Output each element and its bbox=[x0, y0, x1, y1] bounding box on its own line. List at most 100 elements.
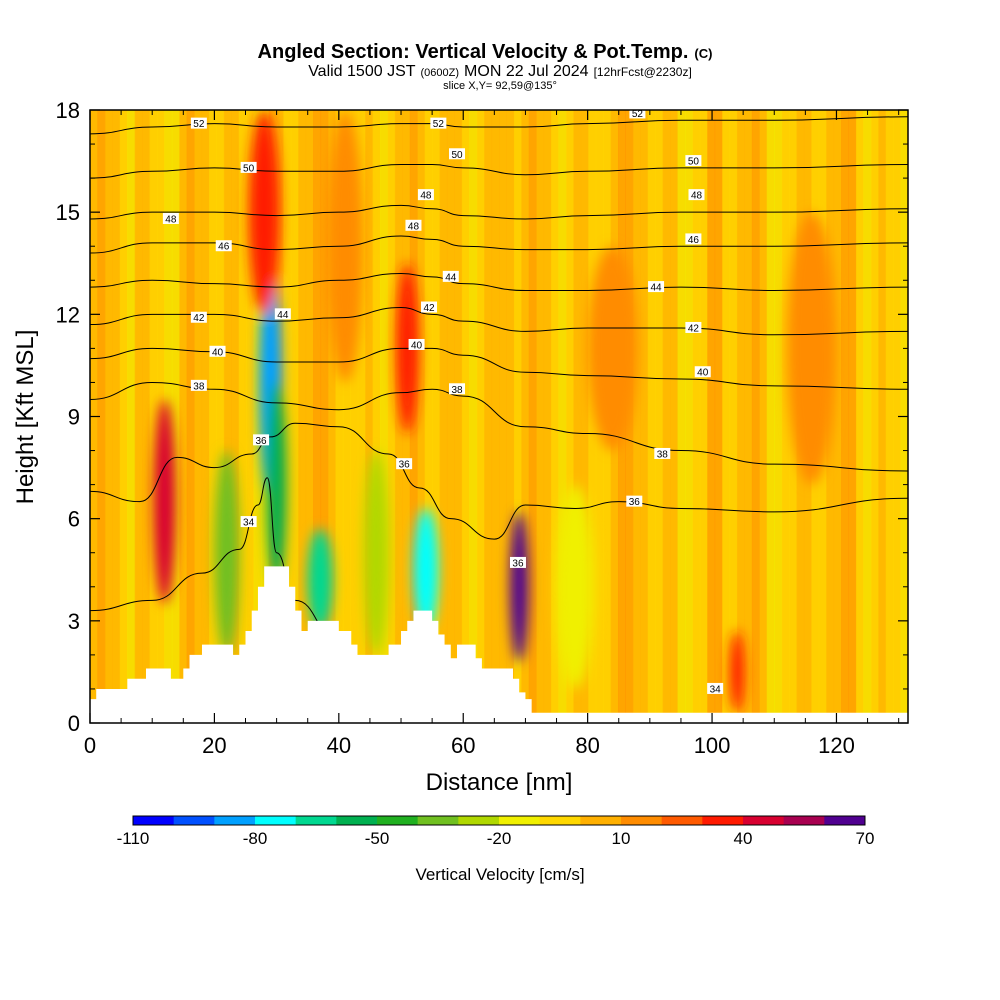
colorbar-segment bbox=[824, 816, 866, 825]
contour-labels: 34 36 38 40 42 44 46 48 50 52 34 36 36 36 38 38 40 40 42 42… bbox=[162, 109, 724, 695]
contour-label-text: 48 bbox=[420, 191, 432, 202]
contour-label-box bbox=[442, 270, 459, 282]
x-tick-label: 60 bbox=[451, 733, 475, 758]
velocity-stripe bbox=[305, 110, 314, 723]
y-tick-label: 15 bbox=[56, 200, 80, 225]
velocity-stripe bbox=[513, 110, 522, 723]
velocity-stripe bbox=[588, 110, 597, 723]
forecast-info: [12hrFcst@2230z] bbox=[594, 65, 692, 79]
colorbar-segment bbox=[417, 816, 459, 825]
velocity-stripe bbox=[335, 110, 344, 723]
velocity-stripe bbox=[417, 110, 426, 723]
velocity-stripe bbox=[290, 110, 299, 723]
contour-label-box bbox=[396, 458, 413, 470]
x-tick-label: 0 bbox=[84, 733, 96, 758]
velocity-stripe bbox=[380, 110, 389, 723]
contour-label-box bbox=[162, 212, 179, 224]
colorbar-tick-label: 40 bbox=[734, 829, 753, 848]
velocity-stripe bbox=[253, 110, 262, 723]
velocity-stripe bbox=[662, 110, 671, 723]
velocity-stripe bbox=[142, 110, 151, 723]
contour-label-50: 50 bbox=[240, 161, 257, 174]
contour-label-text: 52 bbox=[433, 119, 445, 130]
colorbar-tick-label: -50 bbox=[365, 829, 390, 848]
contour-label-box bbox=[449, 148, 466, 160]
velocity-stripe bbox=[223, 110, 232, 723]
contour-label-text: 34 bbox=[243, 518, 255, 529]
velocity-stripe bbox=[736, 110, 745, 723]
velocity-stripe bbox=[855, 110, 864, 723]
chart-subtitle: Valid 1500 JST (0600Z) MON 22 Jul 2024 [12h… bbox=[308, 63, 692, 80]
contour-label-text: 52 bbox=[632, 109, 644, 120]
y-tick-label: 0 bbox=[68, 711, 80, 736]
velocity-stripe bbox=[751, 110, 760, 723]
velocity-stripe bbox=[104, 110, 113, 723]
contour-label-box bbox=[405, 219, 422, 231]
velocity-stripe bbox=[536, 110, 545, 723]
colorbar-tick-label: 10 bbox=[612, 829, 631, 848]
colorbar-tick-label: -80 bbox=[243, 829, 268, 848]
contour-label-38: 38 bbox=[449, 383, 466, 396]
contour-label-text: 36 bbox=[629, 497, 641, 508]
contour-label-box bbox=[215, 240, 232, 252]
colorbar-segment bbox=[743, 816, 785, 825]
contour-label-40: 40 bbox=[694, 366, 711, 379]
colorbar-label: Vertical Velocity [cm/s] bbox=[415, 865, 584, 884]
contour-label-text: 44 bbox=[445, 272, 457, 283]
colorbar-segment bbox=[336, 816, 378, 825]
colorbar-tick-label: 70 bbox=[856, 829, 875, 848]
velocity-stripe bbox=[558, 110, 567, 723]
velocity-stripe bbox=[313, 110, 322, 723]
velocity-feature bbox=[248, 110, 280, 315]
contour-label-box bbox=[648, 281, 665, 293]
velocity-stripe bbox=[424, 110, 433, 723]
contour-label-box bbox=[190, 311, 207, 323]
velocity-stripe bbox=[469, 110, 478, 723]
contour-label-48: 48 bbox=[162, 212, 179, 225]
velocity-feature bbox=[214, 450, 240, 655]
terrain-mask bbox=[90, 566, 908, 723]
velocity-stripe bbox=[729, 110, 738, 723]
colorbar-segment bbox=[661, 816, 703, 825]
contour-label-50: 50 bbox=[685, 155, 702, 168]
contour-label-text: 40 bbox=[212, 347, 224, 358]
contour-label-text: 38 bbox=[657, 449, 669, 460]
velocity-stripe bbox=[499, 110, 508, 723]
velocity-feature bbox=[786, 212, 837, 485]
theta-contour-42 bbox=[90, 307, 908, 336]
contour-label-36: 36 bbox=[626, 495, 643, 508]
velocity-stripe bbox=[670, 110, 679, 723]
contour-label-box bbox=[626, 495, 643, 507]
y-tick-label: 12 bbox=[56, 302, 80, 327]
contour-label-box bbox=[190, 117, 207, 129]
colorbar-segment bbox=[702, 816, 744, 825]
contour-label-52: 52 bbox=[190, 117, 207, 130]
velocity-stripe bbox=[632, 110, 641, 723]
velocity-stripe bbox=[528, 110, 537, 723]
contour-label-text: 50 bbox=[688, 157, 700, 168]
colorbar-segment bbox=[377, 816, 419, 825]
velocity-stripe bbox=[722, 110, 731, 723]
contour-label-42: 42 bbox=[190, 311, 207, 324]
contour-label-text: 40 bbox=[411, 340, 423, 351]
contour-label-text: 36 bbox=[399, 460, 411, 471]
chart-title-unit: (C) bbox=[694, 46, 712, 61]
velocity-stripe bbox=[372, 110, 381, 723]
velocity-stripe bbox=[640, 110, 649, 723]
velocity-stripe bbox=[454, 110, 463, 723]
velocity-stripe bbox=[774, 110, 783, 723]
colorbar-segment bbox=[783, 816, 825, 825]
velocity-stripe bbox=[134, 110, 143, 723]
contour-label-text: 44 bbox=[277, 310, 289, 321]
velocity-stripe bbox=[863, 110, 872, 723]
colorbar-segment bbox=[214, 816, 256, 825]
y-axis-label: Height [Kft MSL] bbox=[12, 330, 39, 505]
contour-label-36: 36 bbox=[253, 434, 270, 447]
contour-label-text: 46 bbox=[688, 235, 700, 246]
contour-label-text: 44 bbox=[651, 283, 663, 294]
velocity-stripe bbox=[327, 110, 336, 723]
velocity-features bbox=[153, 110, 837, 713]
contour-label-box bbox=[240, 516, 257, 528]
contour-label-box bbox=[430, 117, 447, 129]
